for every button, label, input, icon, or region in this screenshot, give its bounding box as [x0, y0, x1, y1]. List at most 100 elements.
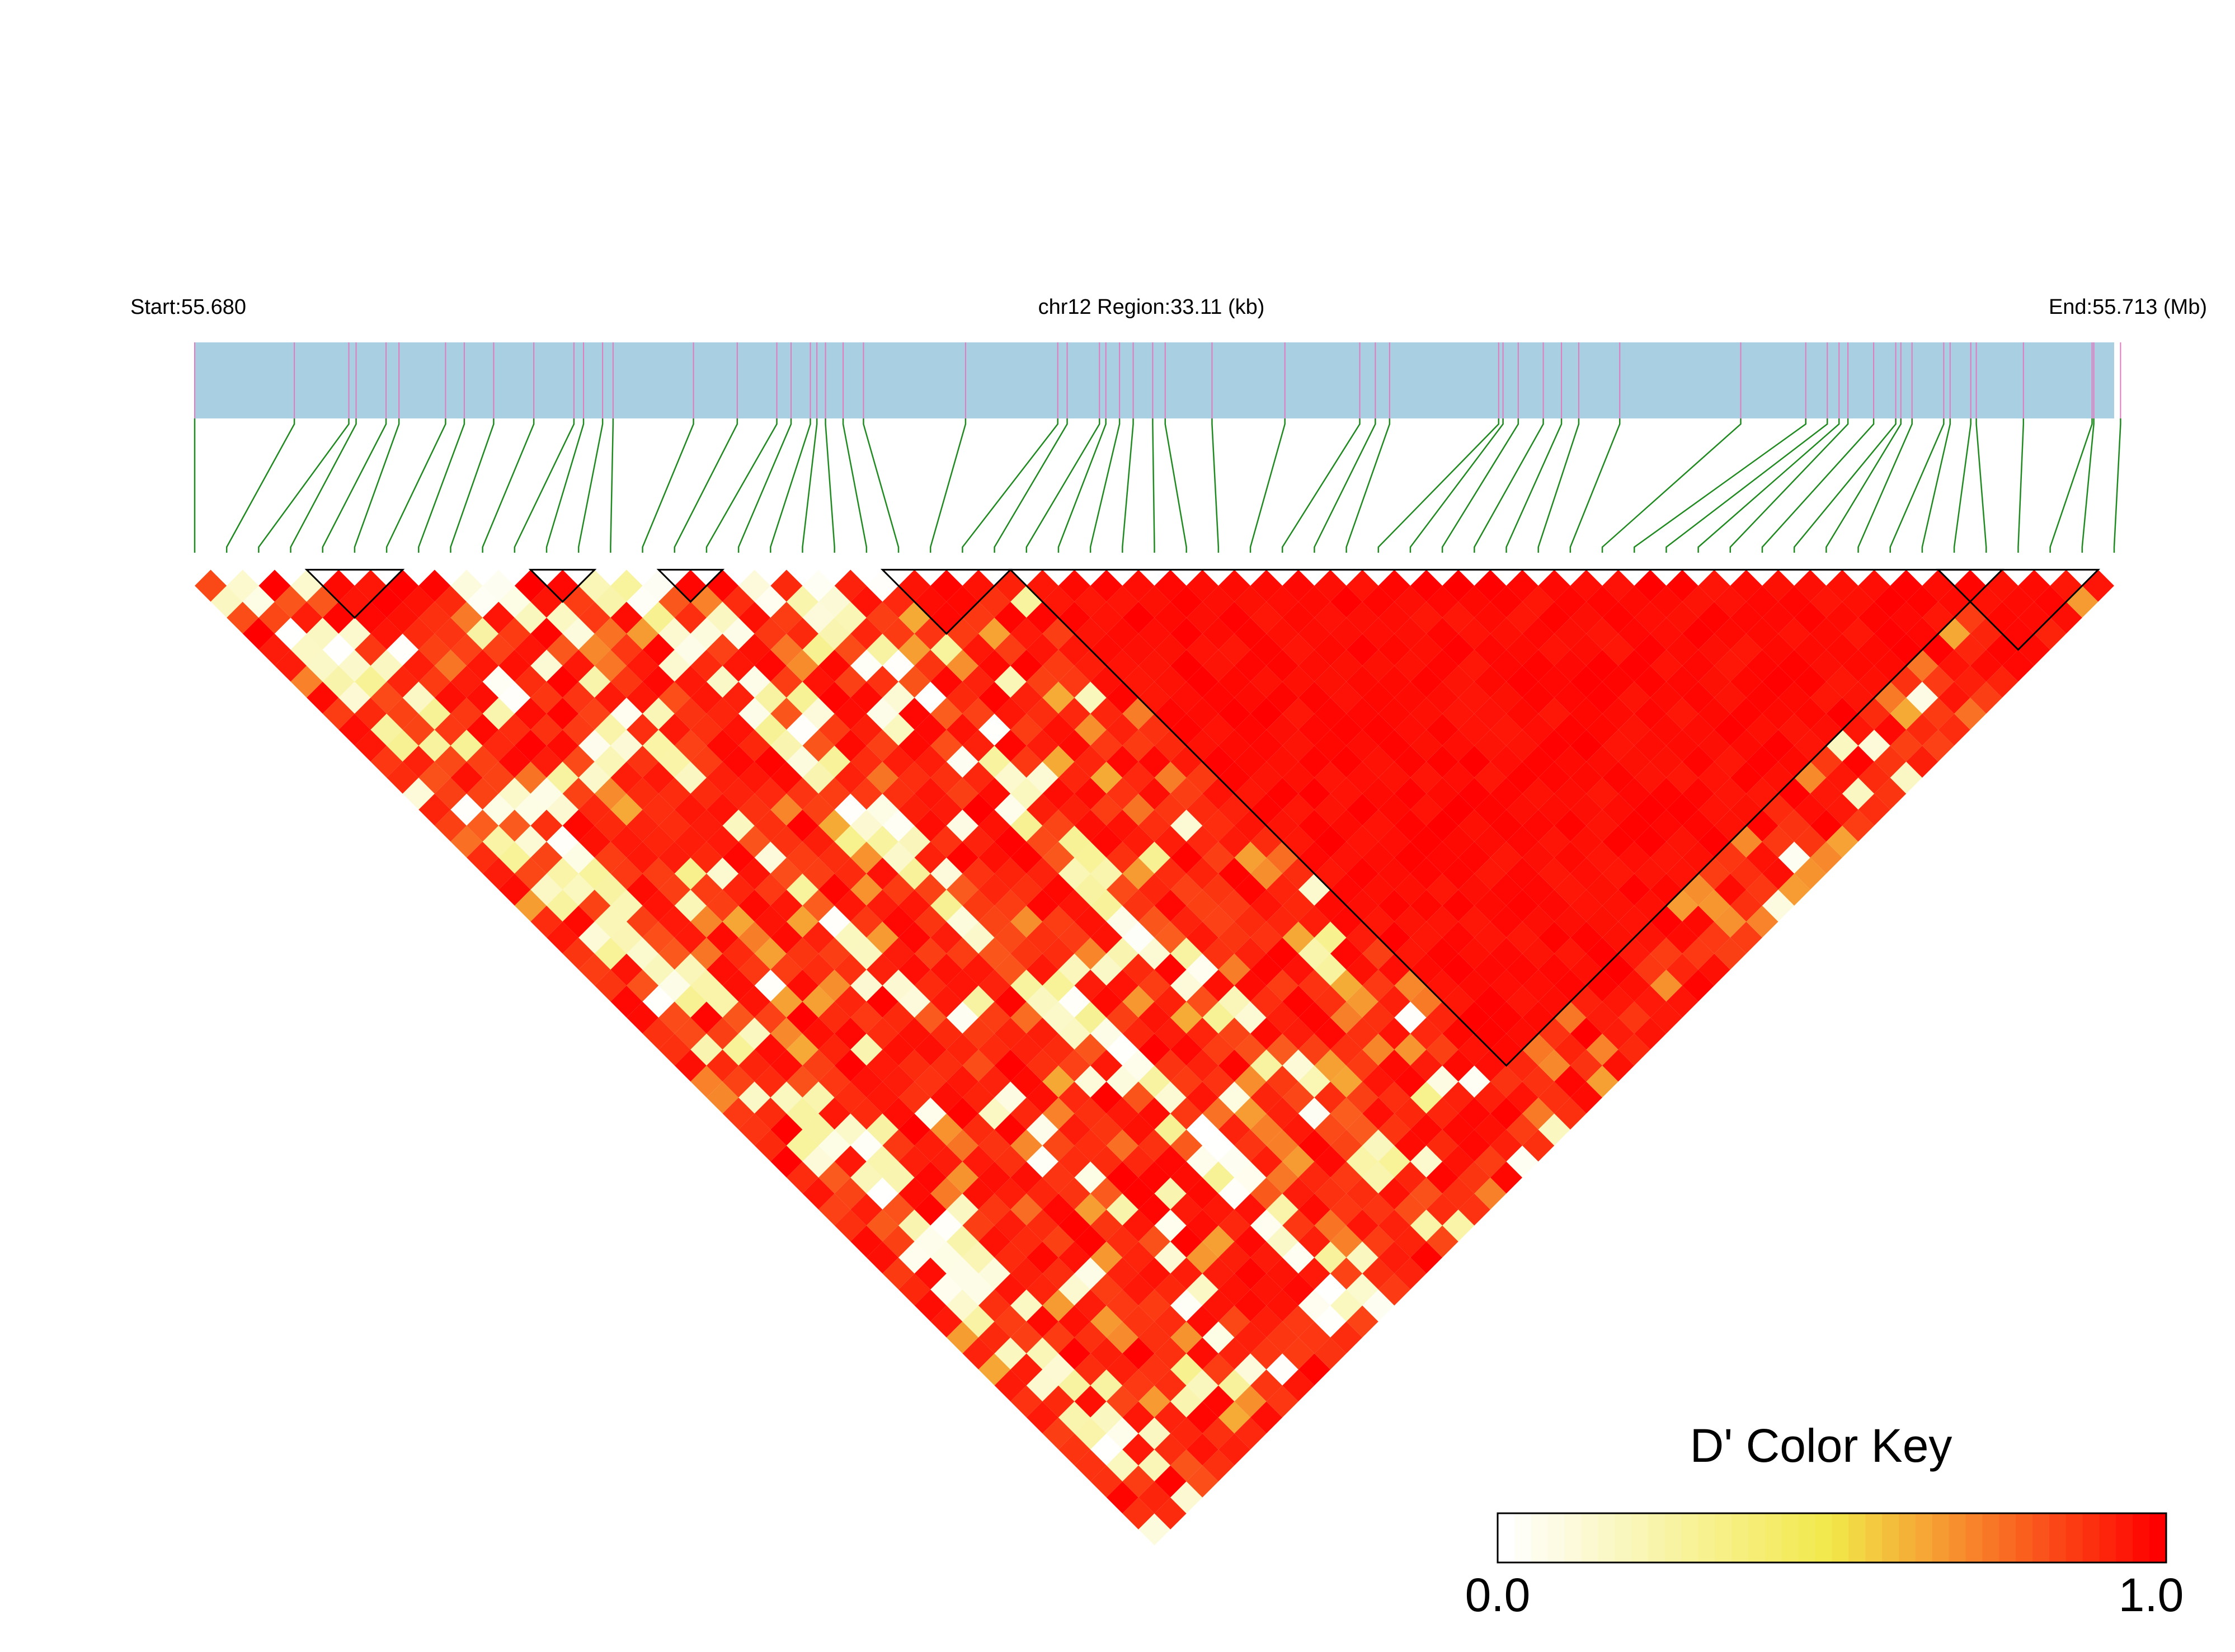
ld-cell: [1746, 873, 1778, 906]
ld-cell: [1298, 841, 1331, 874]
ld-cell: [1042, 1257, 1075, 1290]
ld-cell: [786, 681, 819, 714]
color-key-step: [2149, 1513, 2167, 1562]
ld-cell: [1858, 665, 1890, 698]
ld-cell: [1554, 586, 1587, 618]
ld-cell: [530, 713, 563, 746]
ld-cell: [994, 1145, 1027, 1178]
ld-cell: [962, 1113, 995, 1146]
ld-cell: [1362, 841, 1395, 874]
ld-cell: [786, 1161, 819, 1194]
ld-cell: [1138, 778, 1171, 810]
ld-cell: [1202, 1065, 1235, 1098]
color-key-step: [1698, 1513, 1715, 1562]
ld-cell: [1458, 713, 1490, 746]
snp-markers: [194, 342, 2121, 418]
ld-cell: [1874, 618, 1907, 650]
ld-cell: [1202, 1385, 1235, 1418]
ld-cell: [1186, 601, 1218, 634]
ld-cell: [1922, 633, 1955, 666]
ld-cell: [1138, 1321, 1171, 1354]
ld-cell: [962, 1177, 995, 1210]
ld-cell: [1074, 809, 1107, 842]
ld-cell: [1490, 778, 1523, 810]
ld-cell: [1618, 969, 1650, 1002]
ld-cell: [1362, 873, 1395, 906]
ld-cell: [1730, 665, 1762, 698]
ld-cell: [418, 665, 451, 698]
ld-cell: [1410, 601, 1443, 634]
ld-cell: [1362, 745, 1395, 778]
ld-cell: [994, 1081, 1027, 1114]
ld-cell: [1202, 1161, 1235, 1194]
ld-cell: [1122, 1369, 1155, 1402]
ld-cell: [610, 825, 643, 858]
ld-cell: [1410, 1017, 1443, 1050]
ld-cell: [1522, 745, 1555, 778]
ld-cell: [786, 745, 819, 778]
ld-cell: [930, 570, 963, 602]
ld-cell: [946, 1257, 978, 1290]
ld-cell: [1058, 761, 1091, 794]
ld-cell: [690, 841, 723, 874]
ld-cell: [1442, 1049, 1475, 1082]
ld-cell: [482, 761, 515, 794]
ld-cell: [387, 761, 419, 794]
ld-cell: [1714, 745, 1747, 778]
ld-cell: [1618, 681, 1650, 714]
ld-cell: [658, 809, 691, 842]
ld-cell: [370, 713, 403, 746]
ld-cell: [1266, 778, 1298, 810]
ld-cell: [1202, 809, 1235, 842]
color-key-step: [1915, 1513, 1933, 1562]
ld-cell: [1234, 1225, 1267, 1258]
ld-cell: [1938, 649, 1970, 682]
ld-cell: [1170, 778, 1203, 810]
ld-cell: [1154, 985, 1187, 1018]
ld-cell: [1634, 793, 1667, 826]
ld-cell: [578, 761, 611, 794]
ld-cell: [930, 665, 963, 698]
ld-cell: [1010, 1065, 1043, 1098]
ld-cell: [978, 1225, 1011, 1258]
ld-cell: [1410, 761, 1443, 794]
ld-cell: [1170, 1033, 1203, 1066]
color-key-step: [1848, 1513, 1866, 1562]
color-key-step: [1681, 1513, 1699, 1562]
ld-cell: [1538, 793, 1570, 826]
ld-cell: [674, 729, 707, 762]
ld-cell: [1474, 729, 1507, 762]
ld-cell: [1234, 1193, 1267, 1226]
ld-cell: [786, 778, 819, 810]
ld-cell: [402, 586, 435, 618]
ld-cell: [1570, 633, 1603, 666]
ld-cell: [882, 1257, 915, 1290]
ld-cell: [434, 809, 467, 842]
ld-cell: [1746, 745, 1778, 778]
ld-cell: [338, 649, 371, 682]
ld-cell: [1410, 793, 1443, 826]
ld-cell: [1650, 938, 1683, 970]
ld-cell: [1186, 633, 1218, 666]
ld-cell: [1698, 729, 1730, 762]
ld-cell: [1602, 793, 1635, 826]
ld-cell: [434, 649, 467, 682]
color-key-step: [1648, 1513, 1665, 1562]
ld-cell: [738, 729, 771, 762]
ld-cell: [1138, 1033, 1171, 1066]
ld-cell: [1042, 841, 1075, 874]
ld-cell: [1410, 1081, 1443, 1114]
ld-cell: [1746, 618, 1778, 650]
ld-cell: [1634, 761, 1667, 794]
ld-cell: [1986, 570, 2018, 602]
ld-cell: [1106, 1161, 1138, 1194]
ld-cell: [1634, 633, 1667, 666]
ld-cell: [834, 633, 867, 666]
ld-cell: [1890, 729, 1922, 762]
ld-cell: [1250, 633, 1283, 666]
ld-cell: [370, 618, 403, 650]
ld-cell: [322, 633, 355, 666]
ld-cell: [450, 825, 483, 858]
ld-cell: [514, 665, 547, 698]
ld-cell: [866, 1081, 899, 1114]
